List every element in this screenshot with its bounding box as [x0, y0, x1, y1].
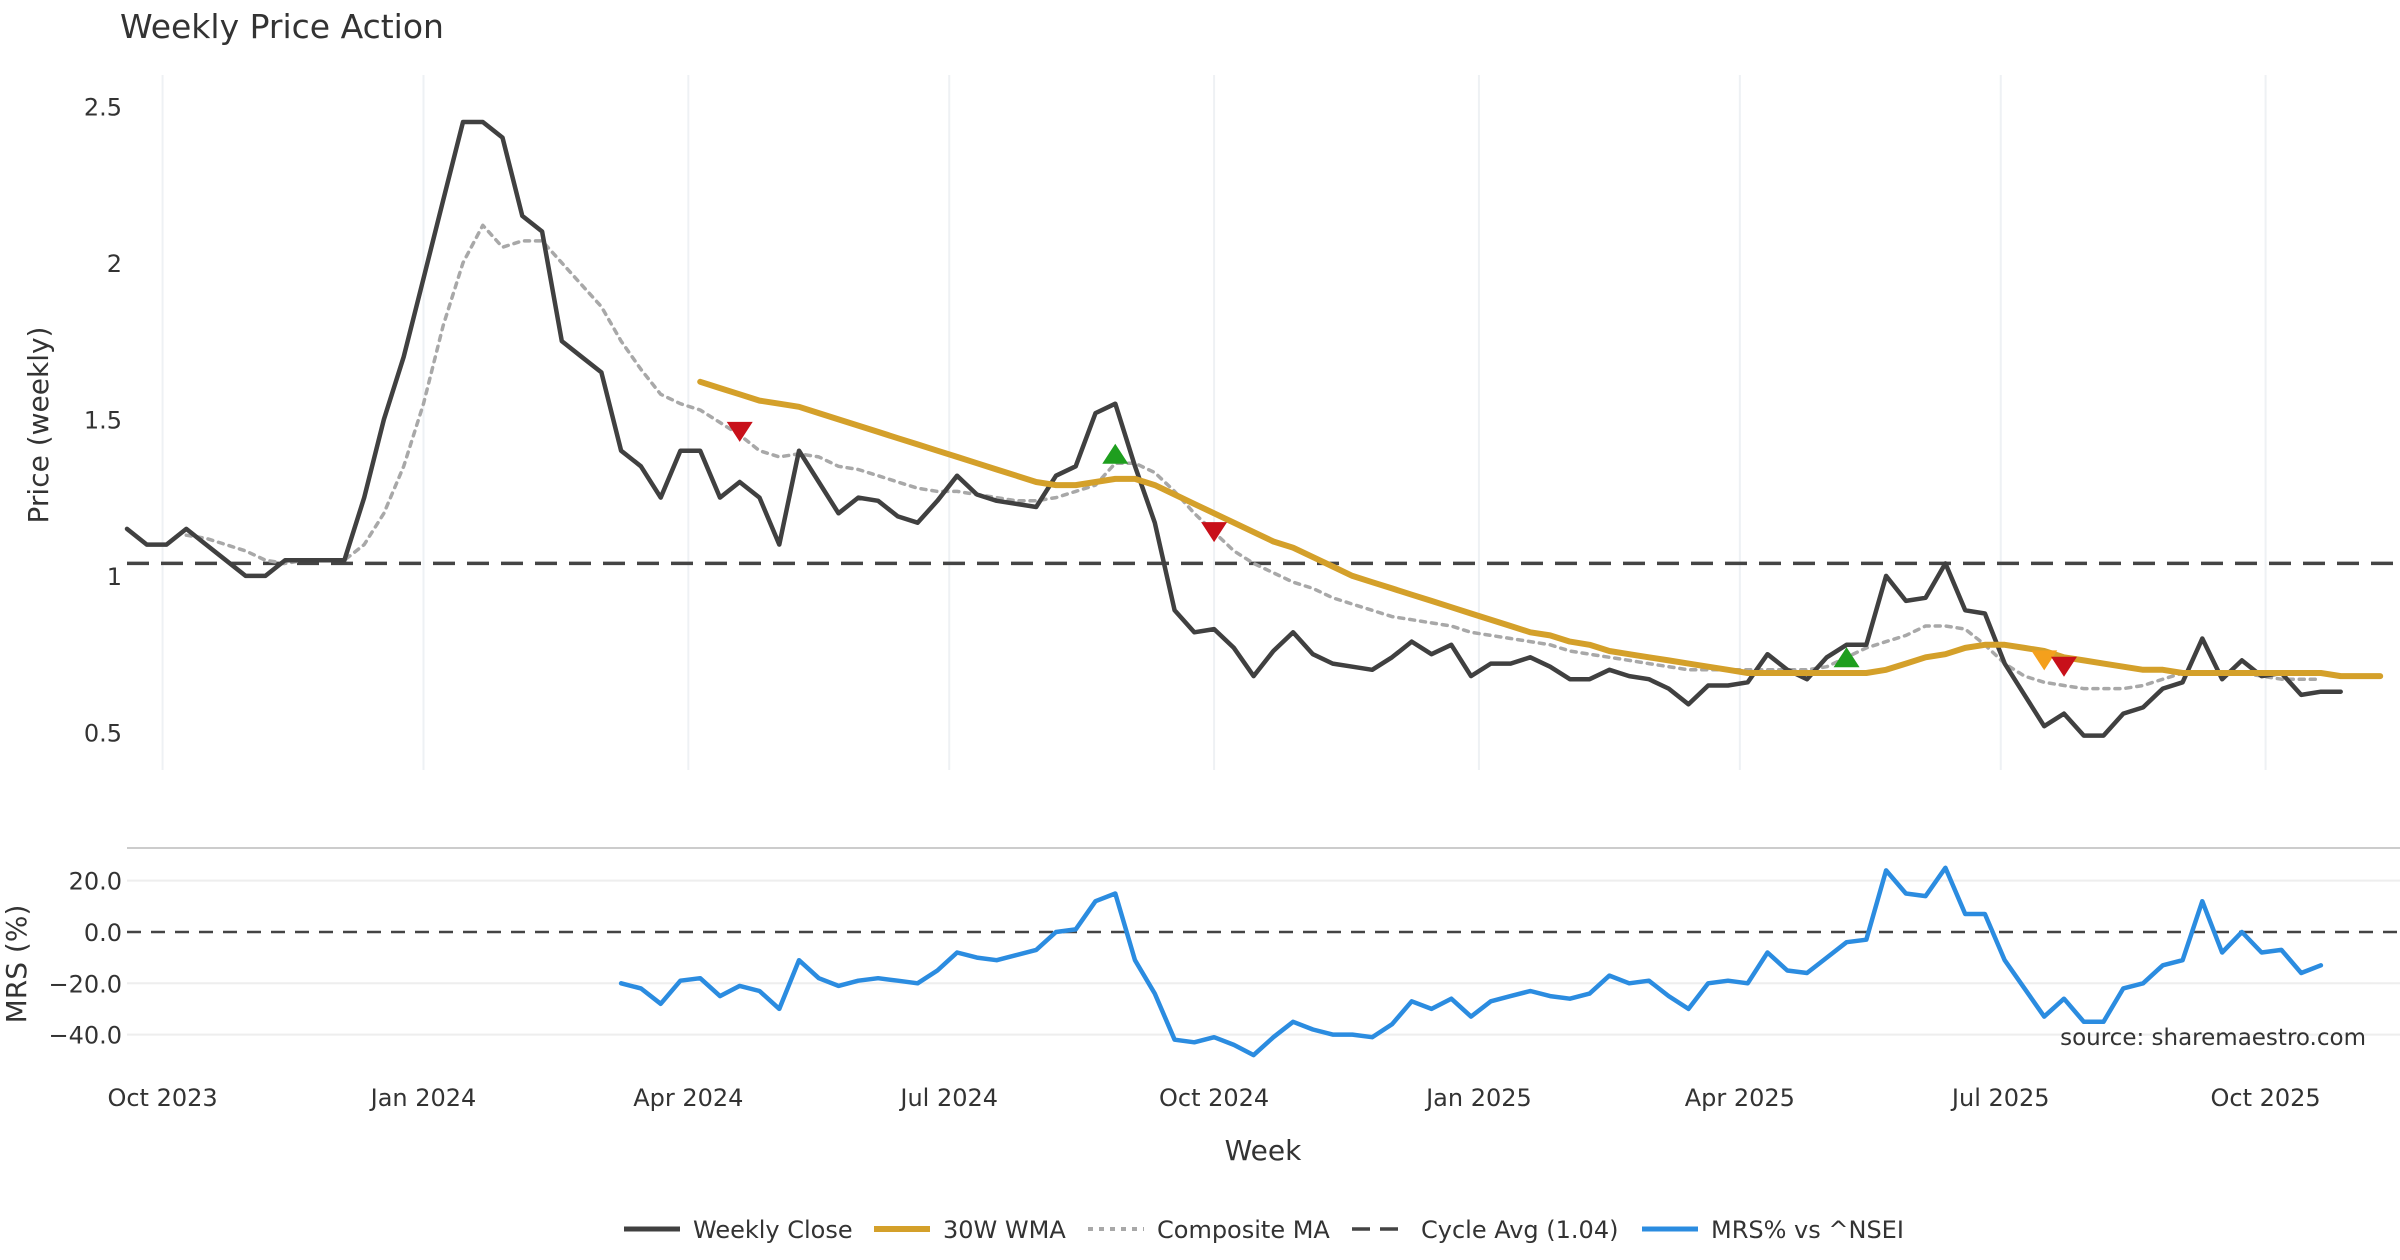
legend-label: MRS% vs ^NSEI — [1711, 1216, 1904, 1244]
price-y-tick-label: 2 — [107, 250, 122, 278]
price-y-axis-label: Price (weekly) — [22, 327, 55, 524]
price-y-ticks: 0.5 1 1.5 2 2.5 — [84, 93, 122, 747]
signal-markers — [726, 421, 2077, 677]
x-tick-label: Jan 2024 — [369, 1084, 477, 1112]
x-axis-label: Week — [1225, 1134, 1302, 1167]
x-tick-label: Oct 2023 — [107, 1084, 217, 1112]
sell-signal-marker — [1201, 522, 1228, 543]
series-mrs — [618, 865, 2324, 1058]
buy-signal-marker — [1102, 443, 1129, 464]
price-series-group — [124, 119, 2400, 738]
x-tick-label: Oct 2025 — [2210, 1084, 2320, 1112]
mrs-y-tick-label: −40.0 — [48, 1022, 122, 1050]
buy-signal-marker — [1833, 647, 1860, 668]
mrs-y-tick-label: −20.0 — [48, 970, 122, 998]
sell-signal-marker — [2050, 656, 2077, 677]
mrs-series-group — [127, 865, 2400, 1058]
x-tick-label: Oct 2024 — [1159, 1084, 1269, 1112]
x-tick-label: Apr 2024 — [633, 1084, 743, 1112]
legend-label: Weekly Close — [693, 1216, 853, 1244]
x-tick-label: Jul 2025 — [1950, 1084, 2050, 1112]
mrs-y-tick-label: 20.0 — [69, 868, 122, 896]
price-y-tick-label: 1 — [107, 563, 122, 591]
x-axis-ticks: Oct 2023 Jan 2024 Apr 2024 Jul 2024 Oct 2024… — [107, 1084, 2320, 1112]
source-note: source: sharemaestro.com — [2060, 1025, 2366, 1051]
warn-signal-marker — [2031, 650, 2058, 671]
mrs-y-axis-label: MRS (%) — [0, 905, 33, 1024]
mrs-y-ticks: 20.0 0.0 −20.0 −40.0 — [48, 868, 122, 1050]
legend: Weekly Close 30W WMA Composite MA Cycle Avg… — [624, 1216, 1904, 1244]
legend-label: Composite MA — [1157, 1216, 1330, 1244]
price-y-tick-label: 2.5 — [84, 93, 122, 121]
price-y-tick-label: 1.5 — [84, 406, 122, 434]
series-weekly-close — [124, 119, 2343, 738]
legend-label: Cycle Avg (1.04) — [1421, 1216, 1618, 1244]
x-tick-label: Jul 2024 — [898, 1084, 998, 1112]
x-tick-label: Jan 2025 — [1424, 1084, 1532, 1112]
legend-label: 30W WMA — [943, 1216, 1066, 1244]
sell-signal-marker — [726, 421, 753, 442]
series-30w-wma — [697, 378, 2384, 680]
price-y-tick-label: 0.5 — [84, 719, 122, 747]
mrs-y-tick-label: 0.0 — [84, 919, 122, 947]
x-tick-label: Apr 2025 — [1685, 1084, 1795, 1112]
chart-title: Weekly Price Action — [120, 7, 444, 46]
price-gridlines — [161, 75, 2267, 770]
